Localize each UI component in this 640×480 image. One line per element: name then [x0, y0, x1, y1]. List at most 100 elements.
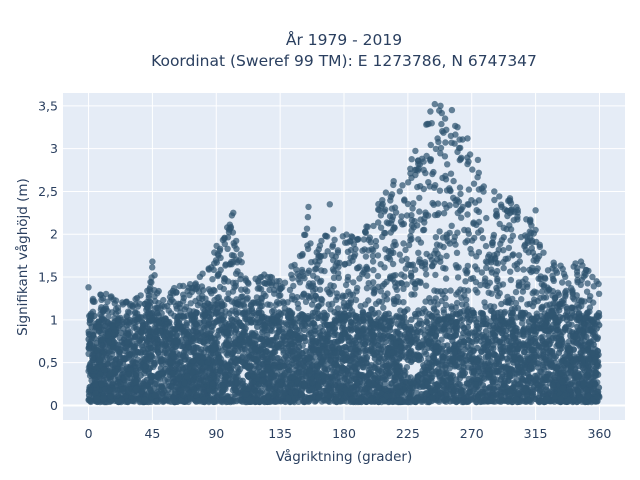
data-point: [559, 265, 566, 273]
data-point: [439, 234, 447, 241]
data-point: [441, 115, 449, 122]
data-point: [237, 251, 244, 258]
data-point: [452, 241, 459, 248]
data-point: [544, 267, 552, 274]
data-point: [324, 248, 331, 255]
data-point: [415, 249, 422, 256]
data-point: [497, 240, 504, 247]
data-point: [321, 267, 328, 275]
data-point: [210, 286, 217, 294]
data-point: [442, 139, 449, 146]
data-point: [364, 272, 371, 279]
data-point: [233, 310, 240, 317]
data-point: [389, 260, 397, 268]
data-point: [442, 301, 450, 309]
data-point: [569, 294, 577, 301]
data-point: [587, 293, 594, 300]
data-point: [447, 287, 454, 294]
data-point: [531, 288, 538, 295]
data-point: [388, 191, 396, 198]
data-point: [507, 268, 514, 275]
data-point: [463, 296, 470, 303]
data-point: [127, 300, 134, 308]
data-point: [520, 266, 527, 273]
data-point: [440, 264, 447, 272]
data-point: [186, 291, 193, 299]
data-point: [496, 193, 503, 200]
data-point: [510, 251, 517, 258]
data-point: [429, 199, 436, 207]
data-point: [316, 278, 324, 286]
data-point: [228, 252, 236, 259]
data-point: [352, 296, 360, 304]
data-point: [451, 140, 458, 147]
data-point: [347, 291, 354, 298]
data-point: [518, 296, 525, 303]
data-point: [513, 203, 520, 211]
data-point: [434, 200, 442, 207]
data-point: [409, 205, 416, 212]
data-point: [149, 264, 156, 271]
data-point: [569, 289, 576, 296]
data-point: [491, 188, 498, 195]
data-point: [268, 281, 275, 289]
data-point: [590, 299, 597, 306]
data-point: [146, 286, 153, 293]
data-point: [500, 258, 507, 266]
data-point: [334, 249, 342, 256]
data-point: [442, 172, 449, 180]
data-point: [384, 290, 391, 297]
data-point: [469, 166, 476, 173]
data-point: [336, 259, 343, 266]
data-point: [120, 375, 128, 382]
data-point: [451, 233, 458, 241]
data-point: [375, 200, 382, 208]
data-point: [196, 273, 204, 280]
data-point: [423, 250, 430, 258]
data-point: [151, 272, 158, 279]
data-point: [400, 240, 407, 247]
data-point: [408, 227, 415, 234]
data-point: [309, 287, 317, 295]
data-point: [401, 196, 408, 203]
data-point: [400, 220, 408, 228]
data-point: [584, 280, 591, 287]
data-point: [416, 256, 423, 263]
data-point: [443, 187, 451, 194]
data-point: [496, 220, 503, 228]
data-point: [387, 197, 394, 204]
data-point: [414, 278, 421, 285]
data-point: [505, 244, 513, 252]
data-point: [126, 309, 133, 316]
data-point: [315, 246, 322, 253]
data-point: [455, 198, 463, 205]
data-point: [324, 286, 331, 293]
data-point: [266, 301, 274, 308]
data-point: [304, 245, 312, 253]
data-point: [391, 238, 398, 246]
data-point: [368, 306, 376, 313]
data-point: [464, 211, 471, 218]
data-point: [293, 294, 301, 301]
data-point: [526, 300, 533, 308]
data-point: [240, 301, 247, 308]
data-point: [234, 268, 241, 275]
data-point: [299, 250, 306, 258]
data-point: [108, 293, 115, 300]
data-point: [479, 234, 486, 242]
data-point: [408, 156, 415, 163]
data-point: [539, 288, 546, 295]
data-point: [218, 397, 225, 404]
data-point: [440, 309, 448, 316]
data-point: [350, 279, 357, 286]
data-point: [448, 303, 455, 310]
data-point: [325, 301, 332, 308]
data-point: [365, 236, 372, 243]
data-point: [416, 194, 423, 202]
data-point: [503, 225, 510, 233]
data-point: [390, 226, 397, 233]
data-point: [433, 241, 441, 248]
data-point: [478, 185, 485, 192]
data-point: [446, 240, 453, 247]
data-point: [359, 247, 366, 254]
